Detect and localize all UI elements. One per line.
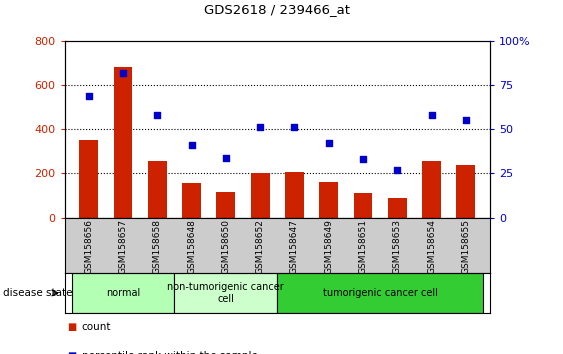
Bar [278,273,483,313]
Text: ■: ■ [68,351,77,354]
Point [153,112,162,118]
Bar [285,172,304,218]
Text: GDS2618 / 239466_at: GDS2618 / 239466_at [204,3,350,16]
Point [187,142,196,148]
Text: GSM158651: GSM158651 [359,219,368,274]
Text: GSM158654: GSM158654 [427,219,436,274]
Point [359,156,368,162]
Text: ■: ■ [68,322,77,332]
Bar [79,140,98,218]
Text: GSM158647: GSM158647 [290,219,299,274]
Bar [422,161,441,218]
Text: count: count [82,322,111,332]
Point [84,93,93,98]
Text: GSM158653: GSM158653 [393,219,402,274]
Bar [457,165,475,218]
Point [324,141,333,146]
Text: GSM158658: GSM158658 [153,219,162,274]
Point [119,70,128,75]
Point [427,112,436,118]
Text: normal: normal [106,288,140,298]
Bar [175,273,278,313]
Point [393,167,402,173]
Text: GSM158650: GSM158650 [221,219,230,274]
Bar [72,273,175,313]
Point [290,125,299,130]
Bar [114,67,132,218]
Text: GSM158648: GSM158648 [187,219,196,274]
Point [461,118,470,123]
Text: non-tumorigenic cancer
cell: non-tumorigenic cancer cell [167,282,284,304]
Text: GSM158649: GSM158649 [324,219,333,274]
Text: GSM158655: GSM158655 [461,219,470,274]
Text: GSM158652: GSM158652 [256,219,265,274]
Bar [388,198,406,218]
Point [221,155,230,160]
Text: tumorigenic cancer cell: tumorigenic cancer cell [323,288,437,298]
Text: disease state: disease state [3,288,72,298]
Bar [251,173,270,218]
Bar [354,193,372,218]
Text: GSM158657: GSM158657 [119,219,128,274]
Bar [216,192,235,218]
Bar [182,183,201,218]
Bar [148,161,167,218]
Bar [319,182,338,218]
Text: GSM158656: GSM158656 [84,219,93,274]
Text: percentile rank within the sample: percentile rank within the sample [82,351,257,354]
Point [256,125,265,130]
